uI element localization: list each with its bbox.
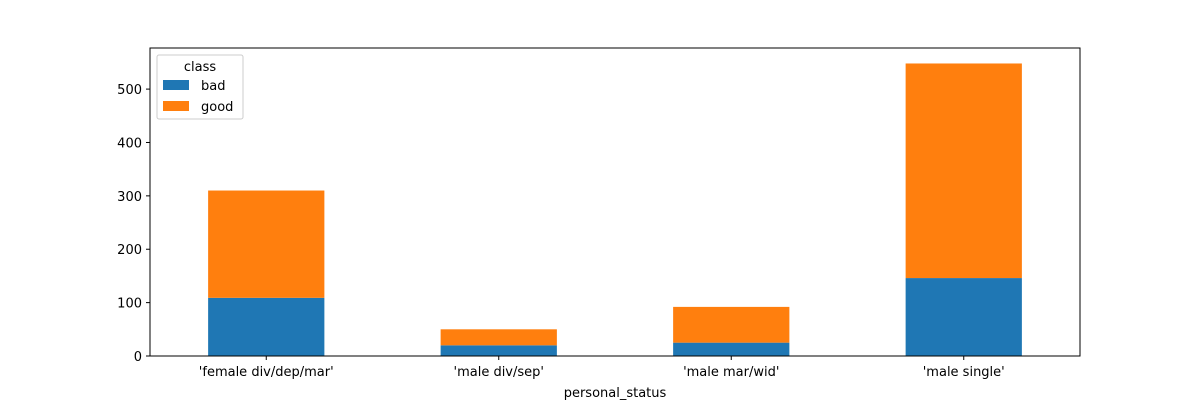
x-tick-label: 'male mar/wid'	[683, 365, 779, 380]
y-tick-label: 200	[117, 243, 142, 258]
bar-good-2	[673, 306, 790, 343]
x-tick-label: 'female div/dep/mar'	[199, 365, 334, 380]
bar-good-0	[208, 190, 325, 298]
legend-swatch-good	[163, 101, 189, 111]
legend-swatch-bad	[163, 80, 189, 90]
x-tick-label: 'male div/sep'	[454, 365, 544, 380]
y-tick-label: 500	[117, 83, 142, 98]
bar-bad-0	[208, 297, 325, 356]
bar-bad-3	[905, 278, 1022, 356]
bar-bad-1	[440, 345, 557, 356]
x-axis-label: personal_status	[564, 386, 667, 400]
bar-good-1	[440, 329, 557, 346]
bar-bad-2	[673, 342, 790, 356]
y-tick-label: 0	[134, 350, 142, 365]
y-tick-label: 400	[117, 136, 142, 151]
legend-label-bad: bad	[201, 79, 225, 94]
y-tick-label: 300	[117, 190, 142, 205]
x-tick-label: 'male single'	[923, 365, 1005, 380]
bar-good-3	[905, 63, 1022, 279]
plot-frame	[149, 47, 1081, 357]
y-tick-label: 100	[117, 297, 142, 312]
bars-group	[208, 63, 1022, 356]
x-axis-ticks: 'female div/dep/mar' 'male div/sep' 'male …	[199, 356, 1005, 380]
legend-label-good: good	[201, 100, 233, 115]
legend-title: class	[184, 60, 216, 75]
y-axis-ticks: 0 100 200 300 400 500	[117, 83, 150, 365]
legend: class bad good	[156, 54, 244, 120]
